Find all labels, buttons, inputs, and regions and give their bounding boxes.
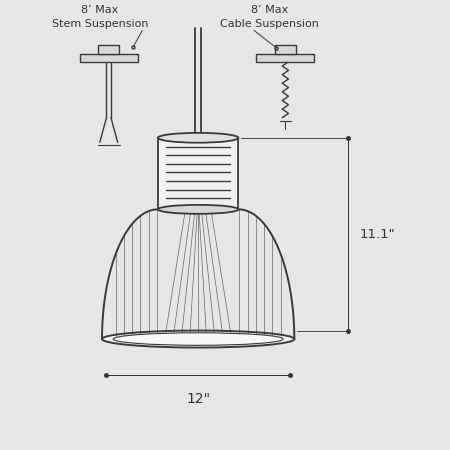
FancyBboxPatch shape (158, 138, 238, 209)
Bar (80, 54, 138, 62)
Text: 12": 12" (186, 392, 210, 406)
Bar (98, 45, 119, 54)
Bar (274, 45, 296, 54)
Ellipse shape (102, 331, 294, 347)
Ellipse shape (158, 133, 238, 143)
Bar (256, 54, 315, 62)
Text: 8’ Max
Cable Suspension: 8’ Max Cable Suspension (220, 5, 319, 29)
Ellipse shape (113, 333, 283, 345)
Ellipse shape (158, 205, 238, 214)
Text: 8’ Max
Stem Suspension: 8’ Max Stem Suspension (52, 5, 148, 29)
Text: 11.1": 11.1" (359, 228, 395, 241)
